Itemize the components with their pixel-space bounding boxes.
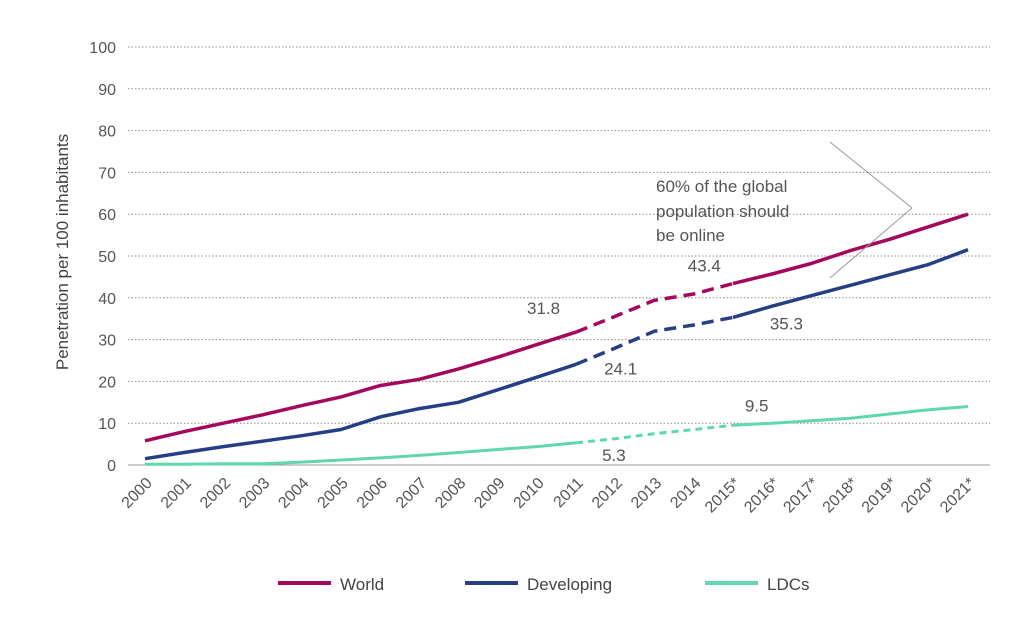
x-tick-label: 2001 (158, 475, 195, 512)
legend-label-ldcs: LDCs (767, 575, 810, 594)
data-label-world: 43.4 (688, 257, 721, 276)
series-lines (144, 212, 969, 466)
y-tick-label: 0 (107, 458, 116, 475)
x-tick-label: 2021* (937, 475, 979, 517)
x-tick-label: 2007 (393, 475, 430, 512)
y-tick-label: 10 (98, 416, 116, 433)
x-tick-label: 2018* (820, 475, 862, 517)
legend-label-world: World (340, 575, 384, 594)
annotation-line-2: population should (656, 202, 789, 221)
series-line-world-actual (144, 330, 577, 443)
y-tick-label: 80 (98, 124, 116, 141)
series-line-ldcs-forecast (732, 405, 969, 427)
x-tick-label: 2017* (780, 475, 822, 517)
x-tick-label: 2020* (898, 475, 940, 517)
x-tick-label: 2006 (354, 475, 391, 512)
x-tick-label: 2003 (236, 475, 273, 512)
y-tick-label: 100 (89, 40, 116, 57)
x-tick-label: 2012 (589, 475, 626, 512)
x-tick-label: 2009 (471, 475, 508, 512)
annotation-line-1: 60% of the global (656, 177, 787, 196)
series-line-developing-dashed (575, 315, 734, 366)
x-tick-label: 2015* (702, 475, 744, 517)
series-line-ldcs-dashed (575, 423, 734, 445)
y-tick-label: 30 (98, 333, 116, 350)
y-tick-label: 70 (98, 165, 116, 182)
y-axis-ticks: 0 10 20 30 40 50 60 70 80 90 100 (89, 40, 116, 475)
x-tick-label: 2005 (315, 475, 352, 512)
annotation-line-3: be online (656, 226, 725, 245)
series-line-developing-actual (144, 362, 577, 461)
x-axis-ticks: 2000 2001 2002 2003 2004 2005 2006 2007 2008 2009… (119, 475, 979, 517)
x-tick-label: 2004 (275, 475, 312, 512)
series-line-ldcs-actual (145, 441, 577, 466)
data-label-ldcs: 9.5 (745, 396, 769, 415)
series-line-world-dashed (575, 281, 734, 334)
data-label-developing: 24.1 (604, 359, 637, 378)
legend-label-developing: Developing (527, 575, 612, 594)
x-tick-label: 2002 (197, 475, 234, 512)
y-tick-label: 40 (98, 291, 116, 308)
legend: World Developing LDCs (278, 575, 810, 594)
series-line-world-forecast (732, 212, 969, 286)
annotation-callout-lower (829, 207, 913, 279)
y-axis-label: Penetration per 100 inhabitants (53, 134, 72, 370)
data-labels: 31.8 43.4 24.1 35.3 5.3 9.5 (527, 257, 803, 465)
series-line-developing-forecast (732, 248, 969, 320)
x-tick-label: 2010 (511, 475, 548, 512)
grid-lines (128, 46, 990, 466)
x-tick-label: 2011 (551, 475, 587, 511)
x-tick-label: 2008 (432, 475, 469, 512)
y-tick-label: 50 (98, 249, 116, 266)
x-tick-label: 2014 (667, 475, 704, 512)
y-tick-label: 20 (98, 374, 116, 391)
annotation-callout-upper (829, 141, 913, 209)
x-tick-label: 2016* (741, 475, 783, 517)
x-tick-label: 2019* (859, 475, 901, 517)
y-tick-label: 60 (98, 207, 116, 224)
x-tick-label: 2000 (119, 475, 156, 512)
data-label-developing: 35.3 (770, 314, 803, 333)
y-tick-label: 90 (98, 82, 116, 99)
data-label-world: 31.8 (527, 299, 560, 318)
annotation: 60% of the global population should be o… (656, 141, 913, 279)
x-tick-label: 2013 (628, 475, 665, 512)
data-label-ldcs: 5.3 (602, 446, 626, 465)
